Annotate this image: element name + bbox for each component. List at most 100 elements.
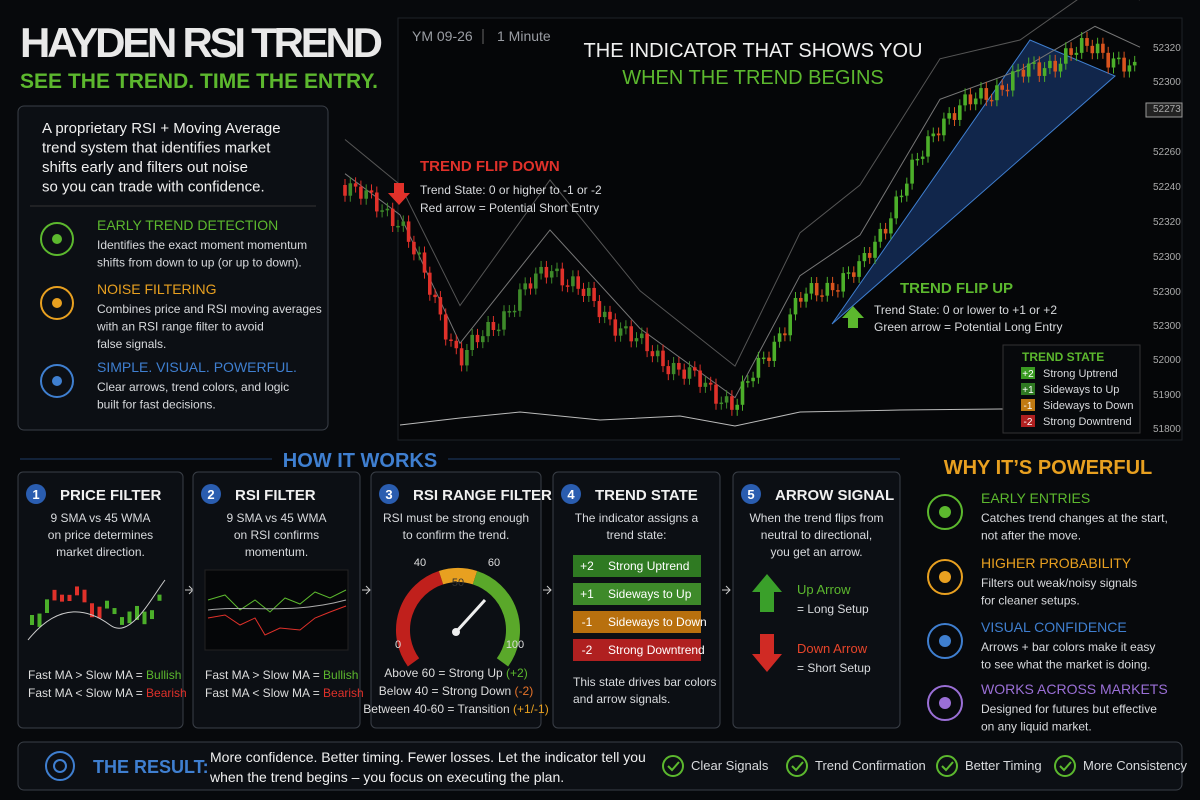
candle-body [756,357,761,378]
signal-down-arrow [752,634,782,672]
candle-body [730,396,734,410]
candle-body [560,268,565,286]
text-part: Bullish [323,668,358,682]
check-label: Trend Confirmation [815,758,926,773]
step-text: on RSI confirms [234,528,319,542]
candle-body [1000,85,1004,90]
gauge-label: 40 [414,557,426,569]
feature-text: Identifies the exact moment momentum [97,238,307,252]
candle-body [475,334,480,343]
step-number: 5 [747,487,754,502]
candle-body [1053,60,1057,72]
candle-body [539,266,543,274]
candle-body [883,228,888,234]
mini-candle [97,606,102,619]
candle-body [693,367,697,371]
feature-text: built for fast decisions. [97,398,216,412]
flow-arrow [362,585,371,595]
candle-body [459,348,464,366]
intro-panel [17,105,329,431]
state-row [573,611,701,633]
candle-body [1101,43,1105,53]
candle-body [629,326,633,342]
headline: WHEN THE TREND BEGINS [622,67,884,89]
candle-body [777,333,782,342]
candle-body [671,362,676,375]
legend-code: +1 [1022,385,1034,396]
flow-arrow [543,585,552,595]
candle-body [1090,45,1095,54]
mini-panel [204,569,349,651]
candle-body [735,404,739,410]
result-bar [17,741,1183,791]
candle-body [846,272,851,274]
text-part: Above 60 = Strong Up [384,666,506,680]
candle-body [449,339,453,342]
price-label: 52240 [1153,182,1181,193]
annotation-text: Trend State: 0 or lower to +1 or +2 [874,303,1057,317]
candle-body [889,218,893,234]
why-icon-dot [939,635,951,647]
candle-body [687,367,692,379]
legend-label: Sideways to Down [1043,400,1134,412]
candle-body [973,98,978,105]
feature-title: SIMPLE. VISUAL. POWERFUL. [97,359,297,375]
candle-body [544,266,549,278]
price-label: 52273 [1153,104,1181,115]
state-code: +2 [580,559,594,573]
feature-text: with an RSI range filter to avoid [96,320,264,334]
result-label: THE RESULT: [93,757,209,777]
candle-body [481,336,485,343]
mini-candle [142,611,147,625]
section-title: HOW IT WORKS [283,450,437,472]
state-row [573,639,701,661]
price-label: 51800 [1153,424,1181,435]
result-text: when the trend begins – you focus on exe… [209,769,564,785]
step-card [17,471,184,729]
step-text: on price determines [48,528,153,542]
candle-body [852,272,856,277]
candle-body [496,329,501,332]
step-text: neutral to directional, [761,528,872,542]
text-part: Fast MA < Slow MA = [28,686,146,700]
price-label: 52300 [1153,321,1181,332]
candle-body [899,195,904,198]
candle-body [862,253,867,262]
candle-body [958,105,962,120]
step-badge [201,484,221,504]
candle-body [518,289,522,311]
candle-body [507,311,512,313]
signal-text: = Long Setup [797,602,869,616]
candle-body [412,241,416,255]
check-mark [941,761,954,772]
step-badge [561,484,581,504]
legend-label: Strong Downtrend [1043,416,1132,428]
section-title: WHY IT’S POWERFUL [944,457,1153,479]
state-label: Strong Downtrend [608,643,705,657]
feature-text: shifts from down to up (or up to down). [97,256,302,270]
flow-arrow [722,585,731,595]
candle-body [878,228,883,242]
candle-body [788,314,792,336]
candle-body [867,253,872,258]
candle-body [491,321,496,331]
moving-average [344,0,1140,367]
candle-body [714,384,718,404]
step-badge [741,484,761,504]
state-row [573,583,701,605]
candle-body [936,133,941,136]
candle-body [783,333,787,336]
headline: THE INDICATOR THAT SHOWS YOU [584,40,923,62]
step-title: PRICE FILTER [60,487,162,504]
candle-body [1117,57,1121,60]
mini-candle [157,594,162,601]
state-row [573,555,701,577]
step-text: 9 SMA vs 45 WMA [226,511,326,525]
step-badge [379,484,399,504]
mini-candle [52,589,57,601]
rich-line: Below 40 = Strong Down (-2) [379,684,533,698]
candle-body [1074,52,1079,55]
candle-body [528,283,533,289]
candle-body [618,328,623,336]
text-part: Bearish [323,686,364,700]
